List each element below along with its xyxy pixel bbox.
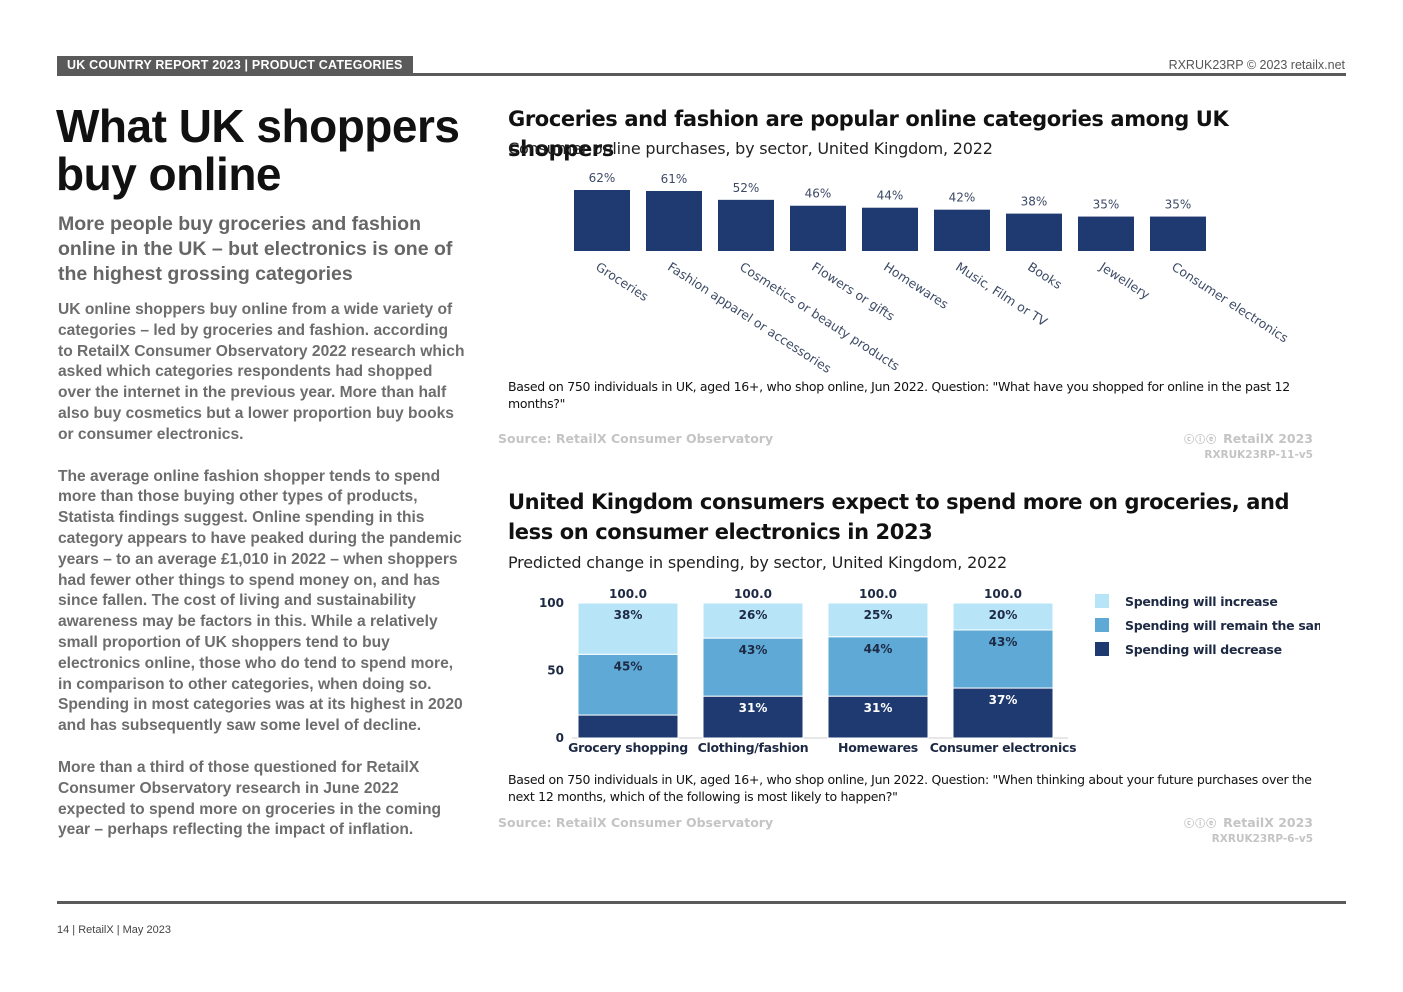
chart1-value-label: 38%: [1021, 195, 1048, 209]
chart1-value-label: 42%: [949, 191, 976, 205]
footer-divider: [57, 901, 1346, 904]
chart2-segment-label: 43%: [739, 643, 768, 657]
chart2-segment: [952, 687, 1054, 739]
chart2-total-label: 100.0: [859, 587, 897, 601]
chart1-value-label: 35%: [1093, 198, 1120, 212]
chart1-source: Source: RetailX Consumer Observatory: [498, 431, 774, 446]
chart2-title: United Kingdom consumers expect to spend…: [508, 490, 1290, 544]
chart1-credit-label: RetailX 2023: [1223, 431, 1313, 446]
chart2-segment: [702, 602, 804, 639]
chart1-value-label: 44%: [877, 189, 904, 203]
chart1-category-label: Consumer electronics: [1169, 259, 1291, 345]
chart1-subtitle: Consumer online purchases, by sector, Un…: [508, 139, 993, 158]
chart2-stacked-bar-chart: 0 50 100 45% 38% 100.0 Grocery shopping 31% 43% 2…: [539, 587, 1320, 755]
chart2-segment-label: 31%: [739, 701, 768, 715]
chart2-segment: [577, 602, 679, 655]
chart2-legend-swatch: [1095, 594, 1109, 608]
chart1-bar: [862, 207, 918, 251]
chart2-note: Based on 750 individuals in UK, aged 16+…: [508, 772, 1312, 804]
chart1-title: Groceries and fashion are popular online…: [508, 107, 1229, 161]
chart2-total-label: 100.0: [609, 587, 647, 601]
chart1-category-label: Groceries: [593, 259, 651, 304]
chart2-category-label: Homewares: [838, 740, 918, 755]
paragraph: The average online fashion shopper tends…: [58, 467, 463, 735]
chart1-bar: [934, 209, 990, 251]
chart2-segment: [827, 636, 929, 697]
chart2-total-label: 100.0: [984, 587, 1022, 601]
chart1-bar: [1006, 213, 1062, 251]
chart2-segment: [702, 695, 804, 739]
chart2-segment-label: 43%: [989, 635, 1018, 649]
chart2-segment-label: 45%: [614, 659, 643, 673]
chart2-segment-label: 38%: [614, 608, 643, 622]
chart2-category-label: Grocery shopping: [568, 740, 688, 755]
page-title: What UK shoppers buy online: [56, 100, 460, 200]
page-footer: 14 | RetailX | May 2023: [57, 924, 171, 936]
chart1-bar: [1150, 216, 1206, 251]
report-code: RXRUK23RP © 2023 retailx.net: [1168, 58, 1345, 72]
chart1-category-label: Jewellery: [1096, 258, 1153, 302]
chart2-y-tick: 0: [556, 731, 564, 745]
chart2-category-label: Consumer electronics: [930, 740, 1076, 755]
chart2-source: Source: RetailX Consumer Observatory: [498, 815, 774, 830]
chart2-legend-swatch: [1095, 642, 1109, 656]
chart2-credit-label: RetailX 2023: [1223, 815, 1313, 830]
chart1-bar: [646, 190, 702, 251]
chart1-credit: ⓒⓘⓔ RetailX 2023: [1184, 431, 1313, 446]
chart2-segment: [827, 602, 929, 638]
chart1-bar: [790, 205, 846, 251]
creative-commons-icon: ⓒⓘⓔ: [1184, 819, 1218, 830]
paragraph: More than a third of those questioned fo…: [58, 758, 441, 839]
report-section-tag: UK COUNTRY REPORT 2023 | PRODUCT CATEGOR…: [57, 56, 413, 74]
chart1-bar: [574, 190, 630, 251]
chart1-note: Based on 750 individuals in UK, aged 16+…: [508, 379, 1290, 411]
chart2-y-tick: 50: [547, 664, 564, 678]
creative-commons-icon: ⓒⓘⓔ: [1184, 435, 1218, 446]
chart2-segment-label: 25%: [864, 608, 893, 622]
body-text: UK online shoppers buy online from a wid…: [58, 300, 466, 862]
chart2-segment: [702, 637, 804, 697]
chart1-bar: [718, 199, 774, 251]
chart1-value-label: 35%: [1165, 198, 1192, 212]
chart1-code: RXRUK23RP-11-v5: [1204, 449, 1313, 461]
paragraph: UK online shoppers buy online from a wid…: [58, 301, 465, 443]
chart2-segment-label: 44%: [864, 642, 893, 656]
chart2-segment-label: 20%: [989, 608, 1018, 622]
header-divider: [57, 73, 1346, 76]
chart2-y-tick: 100: [539, 596, 564, 610]
chart2-segment-label: 31%: [864, 701, 893, 715]
chart2-category-label: Clothing/fashion: [698, 740, 809, 755]
chart2-segment-label: 26%: [739, 608, 768, 622]
chart2-credit: ⓒⓘⓔ RetailX 2023: [1184, 815, 1313, 830]
chart1-bar: [1078, 216, 1134, 251]
chart2-code: RXRUK23RP-6-v5: [1211, 833, 1313, 845]
chart1-value-label: 61%: [661, 172, 688, 186]
chart1-category-label: Books: [1025, 259, 1065, 292]
chart2-legend-label: Spending will decrease: [1125, 642, 1282, 657]
chart2-legend-swatch: [1095, 618, 1109, 632]
chart1-value-label: 46%: [805, 187, 832, 201]
chart1-category-label: Homewares: [881, 259, 951, 312]
chart2-subtitle: Predicted change in spending, by sector,…: [508, 553, 1007, 572]
page-subtitle: More people buy groceries and fashion on…: [58, 213, 453, 285]
chart2-segment: [577, 714, 679, 739]
chart2-legend-label: Spending will increase: [1125, 594, 1278, 609]
chart1-value-label: 52%: [733, 181, 760, 195]
chart1-value-label: 62%: [589, 171, 616, 185]
chart2-segment-label: 37%: [989, 693, 1018, 707]
chart2-segment: [952, 629, 1054, 689]
chart2-segment: [827, 695, 929, 739]
chart2-segment: [952, 602, 1054, 631]
chart2-legend-label: Spending will remain the same: [1125, 618, 1320, 633]
chart2-total-label: 100.0: [734, 587, 772, 601]
